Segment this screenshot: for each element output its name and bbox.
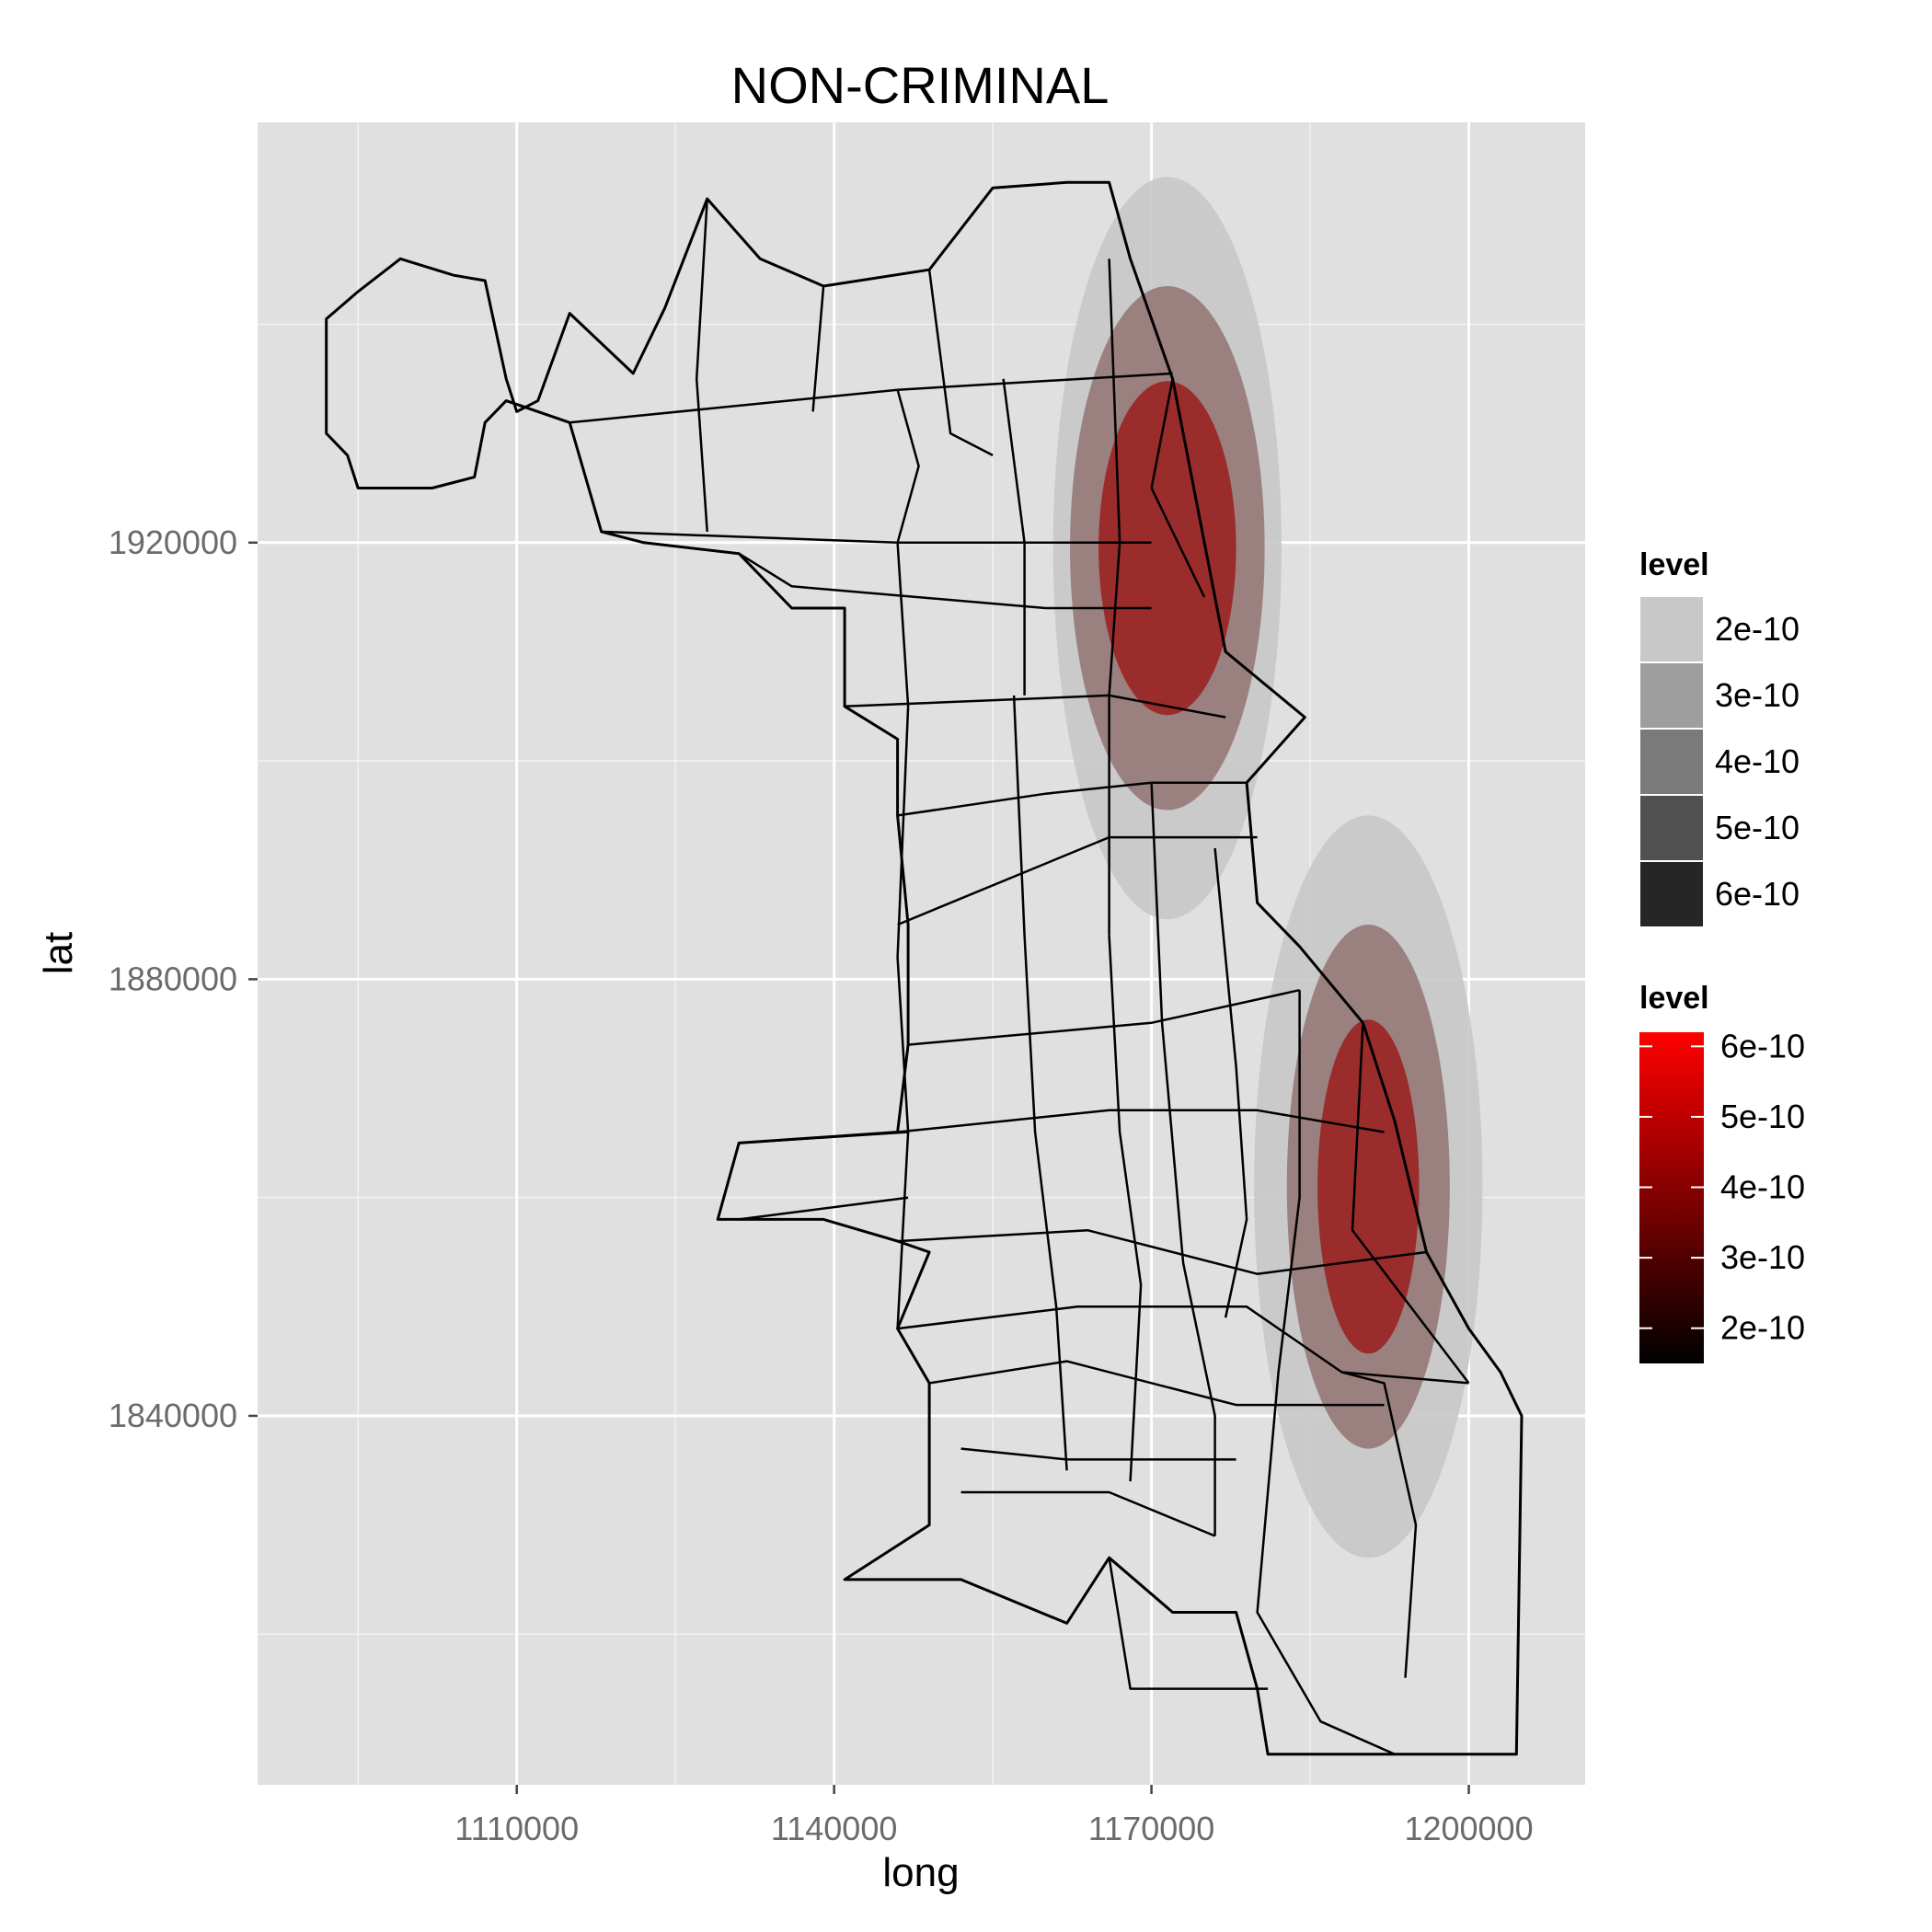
district-boundary	[1150, 378, 1206, 598]
district-boundary	[739, 1196, 909, 1221]
district-boundary	[1341, 1371, 1418, 1678]
district-boundary	[1108, 259, 1121, 936]
district-boundary	[897, 1305, 1469, 1385]
district-boundary	[738, 552, 1152, 610]
y-tick-label: 1880000	[109, 960, 237, 997]
density-contour-2	[1317, 1019, 1420, 1354]
city-outline	[325, 180, 1524, 1756]
district-boundary	[1108, 935, 1143, 1482]
district-boundary	[1108, 1558, 1269, 1690]
axes: 1110000 1140000 1170000 1200000 1840000 18800…	[109, 523, 1534, 1847]
legend-colourbar	[1639, 1032, 1704, 1363]
district-boundary	[1351, 1022, 1470, 1385]
legend-label: 6e-10	[1715, 875, 1800, 913]
district-boundary	[739, 1131, 909, 1144]
district-boundary	[1002, 378, 1026, 696]
chart-title: NON-CRIMINAL	[731, 56, 1110, 114]
district-boundary	[897, 1109, 1385, 1133]
legend-label: 3e-10	[1715, 676, 1800, 714]
legend-label: 2e-10	[1715, 610, 1800, 648]
legend-key	[1639, 860, 1705, 928]
y-tick-label: 1840000	[109, 1397, 237, 1434]
district-boundary	[907, 988, 1300, 1046]
district-boundary	[927, 270, 994, 457]
legend-title: level	[1639, 981, 1709, 1016]
y-axis-title: lat	[36, 932, 81, 974]
district-boundary	[1150, 782, 1216, 1536]
community-boundaries	[325, 180, 1524, 1756]
legend-fill-level: level 2e-10 3e-10 4e-10 5e-10 6e-10	[1639, 547, 1800, 928]
legend-key	[1639, 794, 1705, 862]
legend-label: 5e-10	[1715, 809, 1800, 846]
legend-title: level	[1639, 547, 1709, 582]
district-boundary	[811, 285, 825, 412]
x-tick-label: 1140000	[771, 1810, 897, 1847]
district-boundary	[897, 781, 1248, 817]
legend-colour-level: level 2e-10 3e-10 4e-10 5e-10 6e-10	[1639, 981, 1805, 1363]
density-contours	[1052, 177, 1483, 1558]
district-boundary	[960, 1490, 1216, 1537]
density-contour-1	[1098, 381, 1236, 716]
district-boundary	[1012, 695, 1068, 1471]
x-tick-label: 1170000	[1088, 1810, 1214, 1847]
x-axis-title: long	[882, 1850, 959, 1895]
district-boundary	[896, 389, 920, 544]
legend-label: 4e-10	[1720, 1168, 1805, 1206]
x-tick-label: 1110000	[454, 1810, 579, 1847]
district-boundary	[1256, 990, 1396, 1755]
y-tick-label: 1920000	[109, 523, 237, 561]
district-boundary	[1213, 847, 1248, 1318]
district-boundary	[897, 1229, 1427, 1275]
legend-key	[1639, 661, 1705, 730]
district-boundary	[928, 1360, 1385, 1407]
legend-label: 2e-10	[1720, 1309, 1805, 1347]
district-boundary	[695, 199, 708, 532]
legend-label: 5e-10	[1720, 1098, 1805, 1135]
x-tick-label: 1200000	[1404, 1810, 1533, 1847]
legend-key	[1639, 728, 1705, 796]
legend-label: 4e-10	[1715, 742, 1800, 780]
legend-label: 6e-10	[1720, 1027, 1805, 1064]
legend-label: 3e-10	[1720, 1238, 1805, 1276]
legend-key	[1639, 595, 1705, 663]
